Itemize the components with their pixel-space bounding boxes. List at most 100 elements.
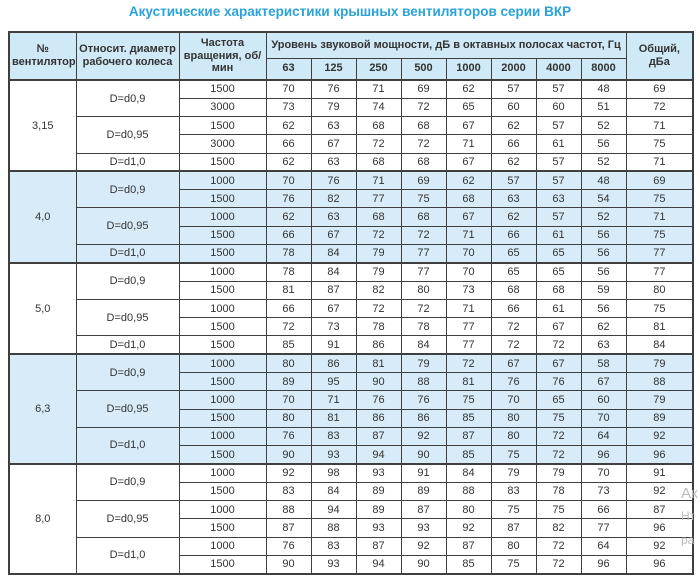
table-row: 5,0 D=d0,9 1000 78 84 79 77 70 65 65 56 77 [8, 261, 694, 355]
table-row: D=d0,95 1000 62 63 68 68 67 62 57 52 71 [9, 207, 694, 246]
sound-power-cell: 70 [265, 78, 312, 99]
sound-power-cell: 62 [490, 116, 537, 136]
sound-power-cell: 72 [400, 97, 447, 118]
table-row: D=d0,95 1000 88 94 89 87 80 75 75 66 87 [9, 499, 694, 538]
sound-power-cell: 58 [580, 353, 627, 374]
sound-power-cell: 68 [535, 280, 582, 300]
sound-power-cell: 82 [310, 189, 357, 209]
total-dba-cell: 75 [625, 298, 694, 319]
sound-power-cell: 68 [355, 152, 402, 172]
sound-power-cell: 90 [400, 554, 447, 575]
rpm-cell: 1000 [178, 207, 267, 227]
header-freq-1000: 1000 [445, 57, 492, 81]
sound-power-cell: 62 [265, 207, 312, 227]
rpm-cell: 1000 [178, 426, 267, 447]
sound-power-cell: 59 [580, 280, 627, 300]
sound-power-cell: 65 [535, 390, 582, 410]
rpm-cell: 1500 [178, 518, 267, 538]
sound-power-cell: 65 [490, 244, 537, 264]
sound-power-cell: 61 [535, 225, 582, 246]
sound-power-cell: 63 [535, 189, 582, 209]
sound-power-cell: 88 [310, 518, 357, 538]
sound-power-cell: 70 [580, 462, 627, 483]
sound-power-cell: 72 [445, 353, 492, 374]
rpm-cell: 1500 [178, 225, 267, 246]
sound-power-cell: 68 [400, 152, 447, 172]
sound-power-cell: 87 [445, 536, 492, 556]
sound-power-cell: 94 [310, 499, 357, 520]
fan-number-cell: 5,0 [8, 261, 77, 355]
table-row: 8,0 D=d0,9 1000 92 98 93 91 84 79 79 70 91 [8, 462, 694, 575]
sound-power-cell: 70 [490, 390, 537, 410]
sound-power-cell: 80 [490, 536, 537, 556]
table-row: D=d0,95 1500 62 63 68 68 67 62 57 52 71 [9, 116, 694, 154]
sound-power-cell: 67 [535, 353, 582, 374]
header-freq-250: 250 [355, 57, 402, 81]
sound-power-cell: 70 [265, 390, 312, 410]
sound-power-cell: 56 [580, 261, 627, 282]
sound-power-cell: 62 [490, 152, 537, 172]
sound-power-cell: 89 [265, 371, 312, 392]
sound-power-cell: 54 [580, 189, 627, 209]
total-dba-cell: 79 [625, 390, 694, 410]
sound-power-cell: 80 [265, 408, 312, 428]
total-dba-cell: 96 [625, 518, 694, 538]
sound-power-cell: 91 [400, 462, 447, 483]
sound-power-cell: 83 [310, 426, 357, 447]
sound-power-cell: 80 [490, 408, 537, 428]
header-row-frequencies: 63 125 250 500 1000 2000 4000 8000 [9, 57, 693, 81]
table-row: 1500 80 81 86 86 85 80 75 70 89 [9, 408, 694, 428]
diameter-cell: D=d0,95 [75, 298, 180, 337]
sound-power-cell: 90 [265, 445, 312, 465]
sound-power-cell: 87 [310, 280, 357, 300]
sound-power-cell: 85 [445, 554, 492, 575]
diameter-cell: D=d1,0 [75, 335, 180, 355]
table-row: 6,3 D=d0,9 1000 80 86 81 79 72 67 67 58 79 [8, 353, 694, 465]
table-row: D=d0,95 1000 70 71 76 76 75 70 65 60 79 [9, 390, 694, 428]
sound-power-cell: 66 [265, 225, 312, 246]
sound-power-cell: 76 [490, 371, 537, 392]
sound-power-cell: 92 [265, 462, 312, 483]
sound-power-cell: 75 [490, 445, 537, 465]
header-freq-4000: 4000 [535, 57, 582, 81]
sound-power-cell: 70 [445, 244, 492, 264]
sound-power-cell: 69 [400, 78, 447, 99]
rpm-cell: 3000 [178, 134, 267, 154]
total-dba-cell: 96 [625, 445, 694, 465]
sound-power-cell: 81 [445, 371, 492, 392]
sound-power-cell: 71 [355, 78, 402, 99]
sound-power-cell: 72 [265, 317, 312, 337]
rpm-cell: 1000 [178, 536, 267, 556]
sound-power-cell: 67 [445, 116, 492, 136]
total-dba-cell: 80 [625, 280, 694, 300]
table-row: D=d0,95 1000 66 67 72 72 71 66 61 56 75 [9, 298, 694, 337]
sound-power-cell: 71 [445, 134, 492, 154]
sound-power-cell: 78 [265, 261, 312, 282]
sound-power-cell: 79 [400, 353, 447, 374]
fan-number-cell: 4,0 [8, 170, 77, 264]
sound-power-cell: 62 [265, 152, 312, 172]
diameter-cell: D=d1,0 [75, 152, 180, 172]
fan-number-cell: 3,15 [8, 78, 77, 172]
rpm-cell: 1000 [178, 170, 267, 191]
sound-power-cell: 72 [400, 298, 447, 319]
sound-power-cell: 68 [355, 116, 402, 136]
rpm-cell: 1000 [178, 298, 267, 319]
sound-power-cell: 77 [355, 189, 402, 209]
sound-power-cell: 79 [310, 97, 357, 118]
total-dba-cell: 75 [625, 225, 694, 246]
diameter-cell: D=d1,0 [75, 536, 180, 575]
sound-power-cell: 74 [355, 97, 402, 118]
sound-power-cell: 93 [310, 445, 357, 465]
sound-power-cell: 76 [310, 170, 357, 191]
sound-power-cell: 52 [580, 152, 627, 172]
sound-power-cell: 61 [535, 298, 582, 319]
rpm-cell: 3000 [178, 97, 267, 118]
sound-power-cell: 57 [535, 152, 582, 172]
sound-power-cell: 67 [535, 317, 582, 337]
header-total-dba: Общий, дБа [625, 31, 694, 81]
sound-power-cell: 77 [445, 335, 492, 355]
sound-power-cell: 84 [310, 244, 357, 264]
header-freq-500: 500 [400, 57, 447, 81]
sound-power-cell: 76 [400, 390, 447, 410]
